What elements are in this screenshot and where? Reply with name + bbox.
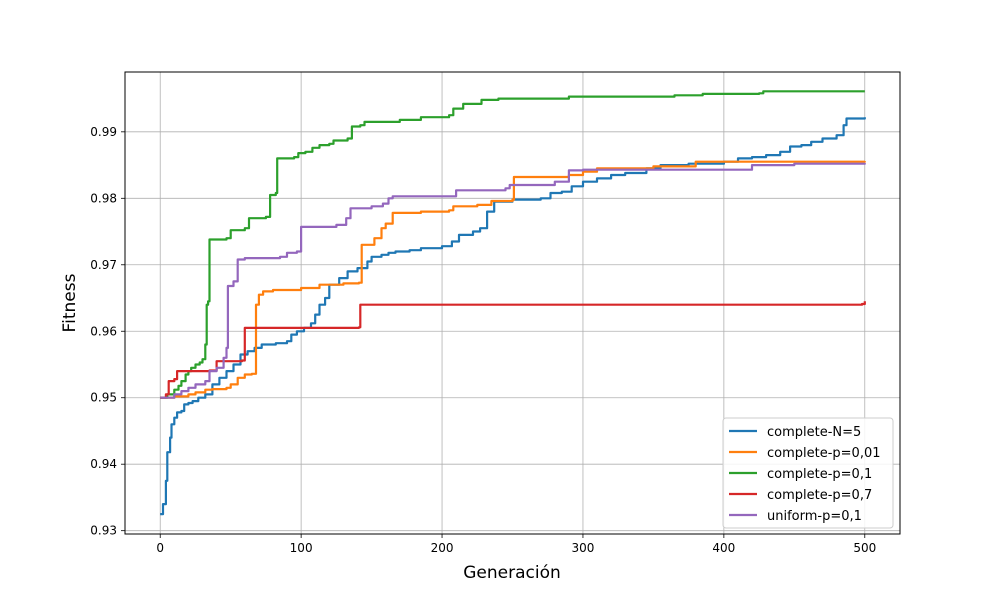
x-tick-label: 300 [572,541,595,555]
x-tick-label: 100 [290,541,313,555]
axis-ticks: 0 100 200 300 400 500 0.93 0.94 0.95 0.96 0.97 0.98… [90,125,876,555]
y-tick-label: 0.95 [90,391,117,405]
x-tick-label: 200 [431,541,454,555]
x-axis-label: Generación [463,563,561,583]
legend-label: complete-N=5 [767,425,861,440]
y-tick-label: 0.97 [90,258,117,272]
series-line-uniform-p=0,1 [160,162,866,399]
grid-lines [125,72,900,534]
legend-label: complete-p=0,1 [767,467,872,482]
plot-frame [124,71,901,535]
y-tick-label: 0.93 [90,524,117,538]
legend-box [722,417,894,529]
x-tick-label: 400 [712,541,735,555]
y-tick-label: 0.96 [90,324,117,338]
y-tick-label: 0.98 [90,191,117,205]
x-tick-label: 500 [853,541,876,555]
y-tick-label: 0.99 [90,125,117,139]
y-axis-label: Fitness [60,273,80,332]
series-line-complete-p=0,01 [160,160,866,399]
legend-label: uniform-p=0,1 [767,509,862,524]
legend-label: complete-p=0,01 [767,446,881,461]
series-line-complete-p=0,1 [160,90,865,399]
x-tick-label: 0 [156,541,164,555]
legend-label: complete-p=0,7 [767,488,872,503]
legend: complete-N=5 complete-p=0,01 complete-p=0,… [722,417,894,529]
y-tick-label: 0.94 [90,457,117,471]
series-layer [160,90,866,516]
series-line-complete-p=0,7 [160,301,866,399]
